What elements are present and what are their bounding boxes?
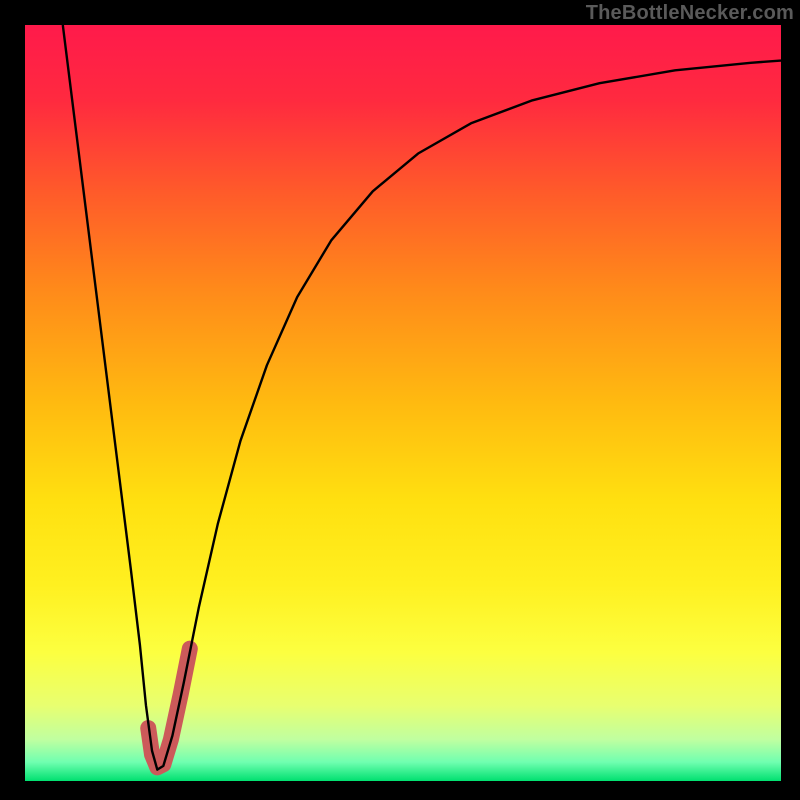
chart-container: TheBottleNecker.com — [0, 0, 800, 800]
plot-area — [25, 25, 781, 781]
watermark-text: TheBottleNecker.com — [586, 2, 794, 25]
gradient-background — [25, 25, 781, 781]
chart-svg — [25, 25, 781, 781]
